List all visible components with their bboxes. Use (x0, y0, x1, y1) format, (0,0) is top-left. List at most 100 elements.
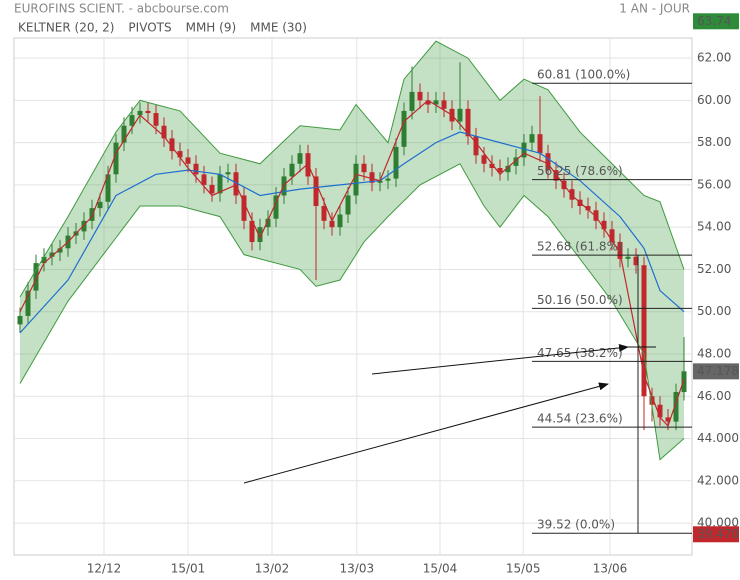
candle-body (681, 371, 687, 393)
candle-body (585, 206, 591, 211)
candle-body (49, 252, 55, 257)
y-tick-label: 46.00 (697, 389, 731, 403)
candle-body (473, 136, 479, 156)
candle-body (425, 100, 431, 105)
candle-body (553, 170, 559, 181)
x-tick-label: 12/12 (87, 562, 122, 576)
x-tick-label: 15/05 (506, 562, 541, 576)
candle-body (489, 163, 495, 168)
y-tick-label: 42.000 (697, 473, 739, 487)
candle-body (177, 151, 183, 158)
candle-body (345, 195, 351, 215)
price-tag-label: 39.470 (697, 527, 739, 541)
candle-body (441, 100, 447, 109)
candle-body (201, 174, 207, 185)
candle-body (33, 263, 39, 291)
candle-body (161, 125, 167, 139)
candle-body (169, 138, 175, 152)
candle-body (649, 396, 655, 405)
y-tick-label: 40.000 (697, 516, 739, 530)
x-tick-label: 13/02 (255, 562, 290, 576)
candle-body (153, 113, 159, 126)
candle-body (401, 110, 407, 147)
y-tick-label: 50.00 (697, 304, 731, 318)
candle-body (465, 108, 471, 137)
fib-label: 50.16 (50.0%) (537, 293, 623, 307)
candle-body (481, 155, 487, 164)
candle-body (657, 404, 663, 418)
arrow (371, 343, 629, 375)
legend-item: KELTNER (20, 2) (18, 21, 114, 35)
candle-body (393, 146, 399, 179)
y-tick-label: 54.00 (697, 220, 731, 234)
candle-body (89, 208, 95, 221)
candle-body (121, 125, 127, 143)
candle-body (377, 180, 383, 183)
candle-body (457, 108, 463, 122)
keltner-lower (19, 163, 685, 461)
fib-label: 60.81 (100.0%) (537, 68, 630, 82)
candle-body (409, 91, 415, 111)
candle-body (57, 248, 63, 253)
candle-body (209, 184, 215, 194)
candle-body (529, 134, 535, 143)
candle-body (137, 110, 143, 116)
candle-body (329, 220, 335, 228)
y-tick-label: 58.00 (697, 135, 731, 149)
chart-title: EUROFINS SCIENT. - abcbourse.com (14, 2, 229, 16)
candle-body (625, 256, 631, 259)
candle-body (385, 178, 391, 181)
mme-line (19, 131, 685, 334)
candle-body (665, 417, 671, 422)
candle-body (185, 157, 191, 164)
candle-body (225, 172, 231, 175)
candle-body (673, 392, 679, 422)
candle-body (505, 165, 511, 173)
price-tag (693, 363, 739, 380)
y-tick-label: 48.00 (697, 346, 731, 360)
candle-body (369, 172, 375, 183)
candle-body (497, 167, 503, 173)
price-tag (693, 13, 739, 30)
candle-body (233, 172, 239, 196)
price-tag (693, 526, 739, 543)
candle-body (313, 176, 319, 207)
y-tick-label: 56.00 (697, 177, 731, 191)
candle-body (545, 153, 551, 171)
candle-body (289, 163, 295, 177)
candle-body (273, 195, 279, 219)
candle-body (17, 315, 23, 325)
period: 1 AN - JOUR (619, 2, 690, 16)
candle-body (145, 110, 151, 114)
candle-body (41, 256, 47, 264)
candle-body (217, 174, 223, 194)
keltner-upper (19, 40, 685, 298)
legend-item: MME (30) (250, 21, 307, 35)
candle-body (537, 134, 543, 154)
candle-body (513, 157, 519, 166)
candle-body (97, 201, 103, 209)
candle-body (521, 142, 527, 158)
y-tick-label: 62.00 (697, 51, 731, 65)
x-tick-label: 15/01 (171, 562, 206, 576)
candle-body (257, 227, 263, 242)
x-tick-label: 13/06 (593, 562, 628, 576)
candle-body (569, 189, 575, 200)
candle-body (617, 241, 623, 259)
x-tick-label: 15/04 (423, 562, 458, 576)
price-tag-label: 47.178 (697, 364, 739, 378)
candle-body (417, 91, 423, 101)
candle-body (129, 115, 135, 126)
candle-body (601, 220, 607, 230)
candle-body (633, 256, 639, 266)
candle-body (193, 163, 199, 175)
candle-body (105, 174, 111, 202)
mmh-line (19, 99, 685, 427)
y-tick-label: 52.00 (697, 262, 731, 276)
keltner-band (20, 41, 684, 460)
candle-body (641, 265, 647, 397)
candle-body (609, 229, 615, 242)
fib-label: 47.65 (38.2%) (537, 346, 623, 360)
